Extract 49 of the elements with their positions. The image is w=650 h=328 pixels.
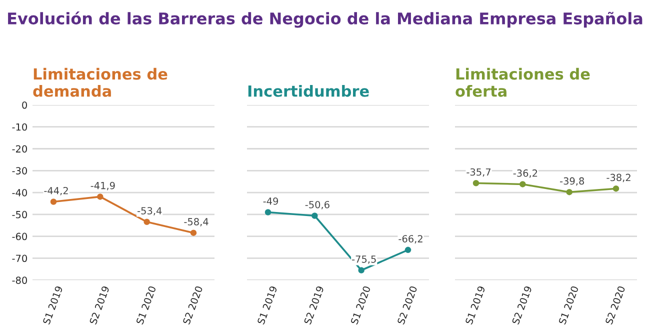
chart-title: Limitaciones de oferta <box>456 68 590 97</box>
x-tick-label: S2 2019 <box>89 286 110 325</box>
y-tick-label: -80 <box>12 276 27 284</box>
x-tick-label: S1 2019 <box>465 286 486 325</box>
x-tick-label: S1 2020 <box>350 286 371 325</box>
point <box>50 198 57 205</box>
y-tick-label: -40 <box>12 189 27 196</box>
point <box>566 188 572 196</box>
point <box>404 246 412 254</box>
data-label: -44,2 <box>44 186 68 196</box>
y-tick-label: -20 <box>12 145 27 153</box>
y-tick-label: -70 <box>12 254 27 262</box>
point <box>520 181 526 188</box>
data-label: -53,4 <box>138 207 162 216</box>
x-tick-label: S2 2020 <box>605 286 626 325</box>
y-tick-label: -50 <box>12 210 27 218</box>
y-tick-label: -10 <box>12 123 27 131</box>
x-tick-label: S2 2019 <box>512 286 532 325</box>
x-tick-label: S2 2020 <box>182 286 203 325</box>
y-tick-label: -60 <box>12 232 27 240</box>
data-label: -38,2 <box>606 174 630 182</box>
chart-title: Incertidumbre <box>248 85 369 97</box>
data-label: -58,4 <box>184 218 208 226</box>
y-tick-label: 0 <box>22 101 27 109</box>
x-tick-label: S1 2020 <box>558 286 579 325</box>
point <box>144 218 150 225</box>
data-label: -75,5 <box>352 256 376 264</box>
data-label: -39,8 <box>560 177 584 186</box>
y-tick-label: -30 <box>12 167 27 174</box>
point <box>612 185 620 192</box>
x-tick-label: S1 2019 <box>42 286 63 325</box>
point <box>472 180 480 186</box>
x-tick-label: S2 2020 <box>397 286 418 325</box>
chart-title: Limitaciones de demanda <box>33 68 168 97</box>
data-label: -41,9 <box>90 182 115 190</box>
data-label: -66,2 <box>398 235 422 244</box>
x-tick-label: S1 2019 <box>257 286 278 325</box>
point <box>358 267 364 274</box>
data-label: -35,7 <box>466 168 491 177</box>
point <box>312 212 318 219</box>
point <box>190 230 197 236</box>
point <box>97 194 104 200</box>
text: Evolución de las Barreras de Negocio de la Mediana Empresa Española <box>8 11 642 28</box>
data-label: -50,6 <box>305 200 330 210</box>
x-tick-label: S1 2020 <box>136 286 156 325</box>
data-label: -49 <box>263 197 278 205</box>
point <box>264 209 272 216</box>
x-tick-label: S2 2019 <box>304 286 324 325</box>
data-label: -36,2 <box>513 169 538 178</box>
